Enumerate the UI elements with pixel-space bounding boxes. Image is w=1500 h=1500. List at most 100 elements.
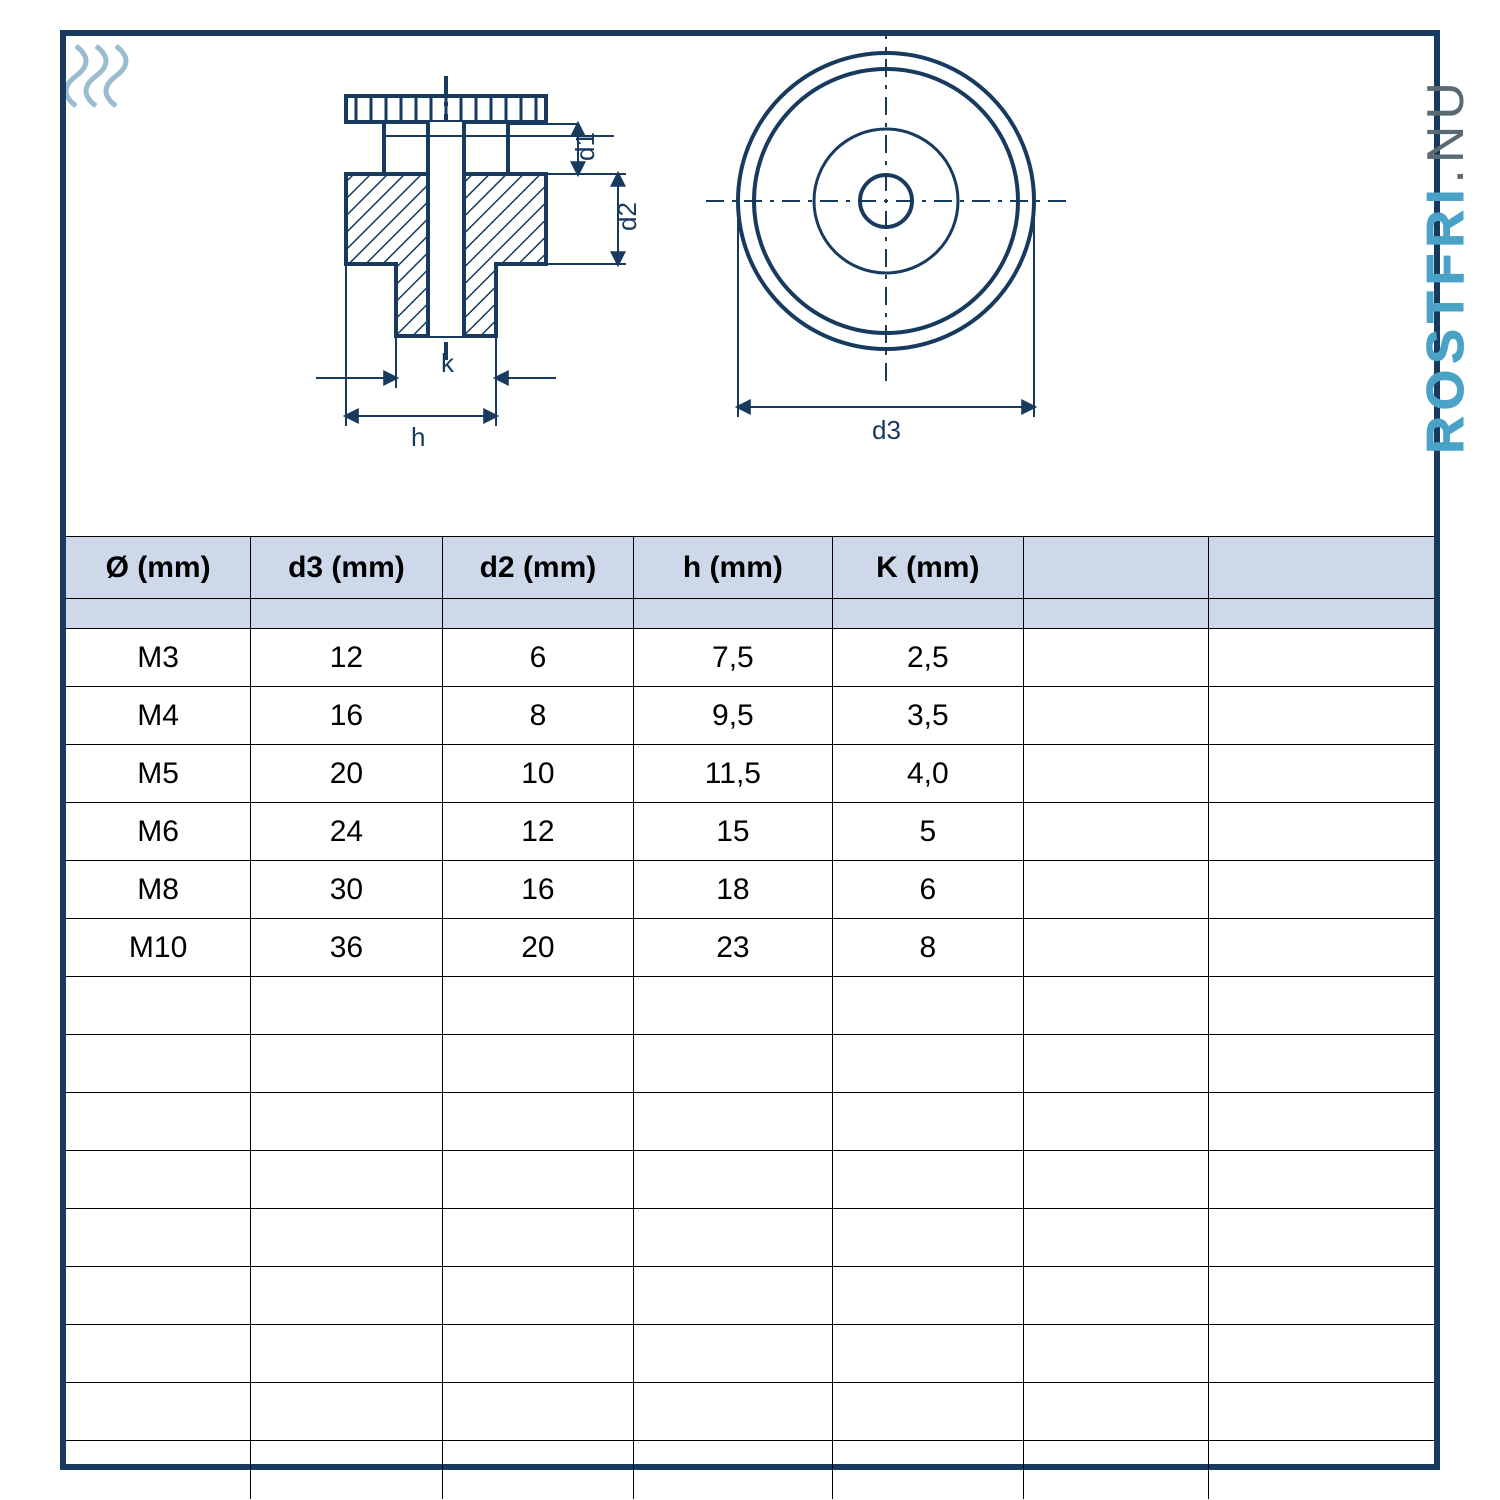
- table-row: [66, 1383, 1434, 1441]
- table-cell: [1208, 1267, 1434, 1325]
- table-cell: [1024, 1383, 1209, 1441]
- table-cell: 20: [442, 919, 634, 977]
- dimensions-table: Ø (mm)d3 (mm)d2 (mm)h (mm)K (mm) M31267,…: [66, 536, 1434, 1499]
- table-cell: [832, 1325, 1024, 1383]
- table-row: M41689,53,5: [66, 687, 1434, 745]
- table-cell: [1024, 687, 1209, 745]
- table-header-cell: Ø (mm): [66, 537, 251, 599]
- table-cell: [832, 1441, 1024, 1499]
- table-cell: M3: [66, 629, 251, 687]
- table-cell: [442, 1151, 634, 1209]
- table-spacer-row: [66, 599, 1434, 629]
- table-cell: [442, 1267, 634, 1325]
- table-cell: [251, 1325, 443, 1383]
- table-cell: [1208, 687, 1434, 745]
- table-cell: [832, 1383, 1024, 1441]
- table-cell: [251, 1093, 443, 1151]
- table-header-cell: d3 (mm): [251, 537, 443, 599]
- table-cell: M4: [66, 687, 251, 745]
- table-cell: [1208, 977, 1434, 1035]
- table-cell: [1024, 745, 1209, 803]
- table-row: [66, 1209, 1434, 1267]
- table-cell: [1208, 1209, 1434, 1267]
- table-cell: [1024, 1325, 1209, 1383]
- table-cell: 10: [442, 745, 634, 803]
- table-cell: [1208, 1383, 1434, 1441]
- table-cell: 6: [442, 629, 634, 687]
- table-cell: [66, 1209, 251, 1267]
- table-cell: [832, 1035, 1024, 1093]
- table-row: M5201011,54,0: [66, 745, 1434, 803]
- table-cell: 23: [634, 919, 832, 977]
- table-cell: 4,0: [832, 745, 1024, 803]
- table-row: M62412155: [66, 803, 1434, 861]
- table-row: [66, 1325, 1434, 1383]
- table-cell: [634, 1325, 832, 1383]
- table-cell: 9,5: [634, 687, 832, 745]
- dim-d1: d1: [570, 132, 600, 161]
- logo-tld: .NU: [1417, 76, 1475, 184]
- table-cell: [251, 1383, 443, 1441]
- table-cell: [1024, 861, 1209, 919]
- table-cell: 16: [442, 861, 634, 919]
- brand-logo: ROSTFRI.NU: [1416, 76, 1476, 454]
- table-cell: [1208, 861, 1434, 919]
- table-header-cell: h (mm): [634, 537, 832, 599]
- table-cell: [1208, 745, 1434, 803]
- table-cell: 6: [832, 861, 1024, 919]
- dim-d2: d2: [612, 202, 642, 231]
- table-cell: M6: [66, 803, 251, 861]
- table-row: [66, 1151, 1434, 1209]
- table-cell: [251, 1209, 443, 1267]
- table-cell: [1208, 1035, 1434, 1093]
- table-row: [66, 1441, 1434, 1499]
- table-header-cell: [1208, 537, 1434, 599]
- table-cell: [442, 1383, 634, 1441]
- table-cell: [1024, 977, 1209, 1035]
- diagram-svg: d1 d2 h k: [66, 36, 1446, 536]
- table-row: [66, 1035, 1434, 1093]
- table-header-cell: d2 (mm): [442, 537, 634, 599]
- table-cell: 18: [634, 861, 832, 919]
- table-cell: [832, 1209, 1024, 1267]
- table-cell: [634, 1151, 832, 1209]
- technical-diagram: d1 d2 h k: [66, 36, 1434, 536]
- table-cell: [1024, 1151, 1209, 1209]
- table-cell: [442, 977, 634, 1035]
- table-row: [66, 1267, 1434, 1325]
- table-cell: [442, 1209, 634, 1267]
- table-cell: [832, 1267, 1024, 1325]
- table-cell: [1024, 629, 1209, 687]
- table-cell: [442, 1035, 634, 1093]
- logo-brand: ROSTFRI: [1417, 184, 1475, 454]
- table-cell: 5: [832, 803, 1024, 861]
- table-cell: [634, 1035, 832, 1093]
- table-cell: [251, 1441, 443, 1499]
- table-cell: [1208, 1325, 1434, 1383]
- table-cell: [66, 1151, 251, 1209]
- table-cell: [634, 1383, 832, 1441]
- table-cell: [66, 1383, 251, 1441]
- table-cell: [1024, 1093, 1209, 1151]
- table-cell: [1208, 1441, 1434, 1499]
- table-cell: [1024, 1267, 1209, 1325]
- table-cell: [634, 1267, 832, 1325]
- table-cell: 3,5: [832, 687, 1024, 745]
- table-cell: M5: [66, 745, 251, 803]
- table-cell: 11,5: [634, 745, 832, 803]
- table-cell: [832, 1151, 1024, 1209]
- table-row: [66, 1093, 1434, 1151]
- table-cell: 12: [251, 629, 443, 687]
- table-body: M31267,52,5M41689,53,5M5201011,54,0M6241…: [66, 629, 1434, 1499]
- table-cell: 30: [251, 861, 443, 919]
- table-header-row: Ø (mm)d3 (mm)d2 (mm)h (mm)K (mm): [66, 537, 1434, 599]
- table-cell: [66, 977, 251, 1035]
- table-cell: [251, 1035, 443, 1093]
- table-cell: 24: [251, 803, 443, 861]
- dim-h: h: [411, 422, 425, 452]
- table-row: M31267,52,5: [66, 629, 1434, 687]
- table-cell: [66, 1035, 251, 1093]
- table-cell: [251, 1151, 443, 1209]
- document-frame: d1 d2 h k: [60, 30, 1440, 1470]
- table-cell: [442, 1325, 634, 1383]
